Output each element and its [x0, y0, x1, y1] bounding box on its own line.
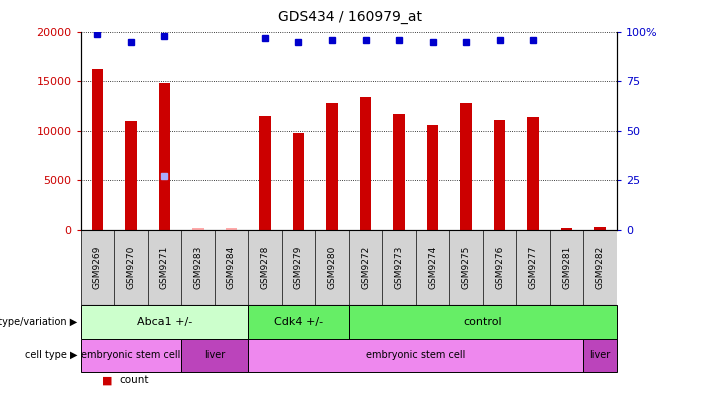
Bar	[248, 339, 583, 372]
Bar	[181, 339, 248, 372]
Bar	[393, 114, 405, 230]
Text: GSM9270: GSM9270	[126, 246, 135, 289]
Text: GSM9272: GSM9272	[361, 246, 370, 289]
Text: GSM9278: GSM9278	[261, 246, 269, 289]
Bar	[360, 97, 372, 230]
Text: genotype/variation ▶: genotype/variation ▶	[0, 317, 77, 327]
Bar	[125, 121, 137, 230]
Bar	[248, 305, 349, 339]
Bar	[226, 228, 238, 230]
Text: GDS434 / 160979_at: GDS434 / 160979_at	[278, 10, 423, 24]
Text: liver: liver	[204, 350, 225, 360]
Bar	[81, 305, 248, 339]
Text: GSM9269: GSM9269	[93, 246, 102, 289]
Text: GSM9277: GSM9277	[529, 246, 538, 289]
Text: ■: ■	[102, 375, 112, 385]
Text: control: control	[463, 317, 502, 327]
Text: GSM9273: GSM9273	[395, 246, 404, 289]
Text: cell type ▶: cell type ▶	[25, 350, 77, 360]
Text: GSM9283: GSM9283	[193, 246, 203, 289]
Text: GSM9271: GSM9271	[160, 246, 169, 289]
Text: GSM9274: GSM9274	[428, 246, 437, 289]
Bar	[594, 227, 606, 230]
Bar	[292, 133, 304, 230]
Text: Abca1 +/-: Abca1 +/-	[137, 317, 192, 327]
Text: Cdk4 +/-: Cdk4 +/-	[274, 317, 323, 327]
Bar	[192, 228, 204, 230]
Text: GSM9282: GSM9282	[596, 246, 605, 289]
Bar	[583, 339, 617, 372]
Bar	[81, 339, 181, 372]
Bar	[494, 120, 505, 230]
Bar	[349, 305, 617, 339]
Bar	[527, 117, 539, 230]
Bar	[460, 103, 472, 230]
Text: GSM9280: GSM9280	[327, 246, 336, 289]
Text: GSM9281: GSM9281	[562, 246, 571, 289]
Text: embryonic stem cell: embryonic stem cell	[81, 350, 181, 360]
Text: count: count	[119, 375, 149, 385]
Bar	[326, 103, 338, 230]
Text: GSM9279: GSM9279	[294, 246, 303, 289]
Bar	[561, 228, 573, 230]
Bar	[92, 69, 103, 230]
Text: liver: liver	[590, 350, 611, 360]
Text: GSM9276: GSM9276	[495, 246, 504, 289]
Text: GSM9275: GSM9275	[461, 246, 470, 289]
Bar	[259, 116, 271, 230]
Bar	[427, 125, 438, 230]
Text: GSM9284: GSM9284	[227, 246, 236, 289]
Text: embryonic stem cell: embryonic stem cell	[366, 350, 465, 360]
Bar	[158, 83, 170, 230]
